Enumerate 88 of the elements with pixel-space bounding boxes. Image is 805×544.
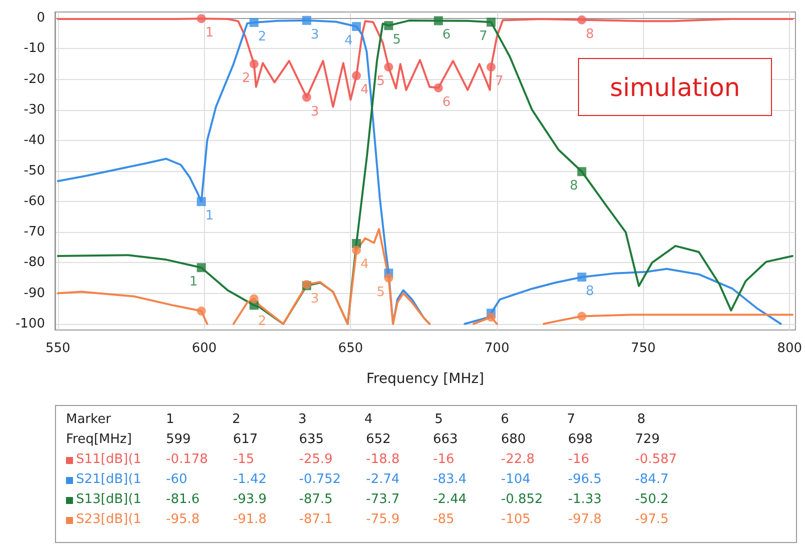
y-tick-label: -100 [15,316,45,332]
text: Freq[MHz] [66,432,132,447]
annotation: 8 [570,178,578,194]
text: S13[dB](1 [76,492,142,507]
y-tick-label: -70 [24,224,45,240]
annotation: simulation [578,58,772,116]
annotation: 6 [442,94,451,110]
text: -105 [501,512,531,527]
text: -1.42 [233,472,267,487]
text: 680 [501,432,526,447]
text: -25.9 [299,452,333,467]
annotation: 8 [586,284,594,300]
text: -0.178 [166,452,208,467]
text: -87.1 [299,512,333,527]
text: -73.7 [366,492,400,507]
annotation: 5 [376,74,385,90]
text: -97.5 [635,512,669,527]
x-axis-title: Frequency [MHz] [366,371,484,387]
text: -2.44 [433,492,467,507]
text: 617 [233,432,258,447]
annotation: 5 [392,32,401,48]
text: -15 [233,452,254,467]
text: -1.33 [568,492,602,507]
text: Marker [66,412,111,427]
text: -75.9 [366,512,400,527]
annotation: 7 [479,29,488,44]
text: 663 [433,432,458,447]
annotation: 2 [242,70,250,86]
x-tick-label: 800 [777,341,802,356]
annotation: 1 [189,274,198,290]
text: -16 [568,452,590,467]
text: -0.752 [299,472,341,487]
text: S21[dB](1 [76,472,142,487]
annotation: 7 [495,74,504,90]
annotation: 2 [258,29,266,44]
text: -96.5 [568,472,602,487]
annotation: 4 [360,257,369,272]
annotation: 5 [376,285,385,300]
text: 698 [568,432,593,447]
y-tick-label: -30 [24,102,45,118]
y-tick-label: 0 [36,10,45,26]
annotation: 8 [586,26,594,42]
x-tick-label: 750 [630,341,656,356]
text: 635 [299,432,324,447]
text: S23[dB](1 [76,512,142,527]
text: 729 [635,432,660,447]
y-tick-label: -20 [24,72,45,87]
annotation: 4 [360,82,369,98]
y-tick-label: -40 [24,132,45,148]
text: -18.8 [366,452,400,467]
annotation: 6 [442,28,451,43]
annotation: 3 [310,291,319,306]
text: 652 [366,432,391,447]
y-tick-label: -50 [24,164,45,178]
text: -0.587 [635,452,677,467]
text: -95.8 [166,512,200,527]
annotation: 1 [205,26,214,41]
text: -97.8 [568,512,602,527]
annotation: 2 [258,314,266,329]
y-tick-label: -90 [24,286,45,301]
annotation: 4 [344,33,353,48]
text: -50.2 [635,492,669,507]
text: -93.9 [233,492,267,507]
x-tick-label: 650 [338,341,364,356]
text: -60 [166,472,188,487]
text: 1 2 3 4 5 6 7 8 [166,412,646,427]
text: S11[dB](1 [76,452,142,467]
annotation: 3 [310,104,319,120]
text: -81.6 [166,492,200,507]
y-tick-label: -10 [24,41,45,56]
text: -84.7 [635,472,669,487]
text: 599 [166,432,191,447]
text: -91.8 [233,512,267,527]
y-tick-label: -80 [24,255,45,270]
text: -83.4 [433,472,467,487]
x-tick-label: 550 [46,341,70,356]
text: -104 [501,472,531,487]
y-tick-label: -60 [24,194,45,210]
text: -0.852 [501,492,543,507]
text: -85 [433,512,454,527]
x-tick-label: 700 [484,341,510,356]
text: -87.5 [299,492,333,507]
annotation: 3 [310,27,319,42]
text: -16 [433,452,454,467]
text: -2.74 [366,472,400,487]
text: -22.8 [501,452,535,467]
x-tick-label: 600 [192,341,217,356]
annotation: 1 [205,208,214,224]
